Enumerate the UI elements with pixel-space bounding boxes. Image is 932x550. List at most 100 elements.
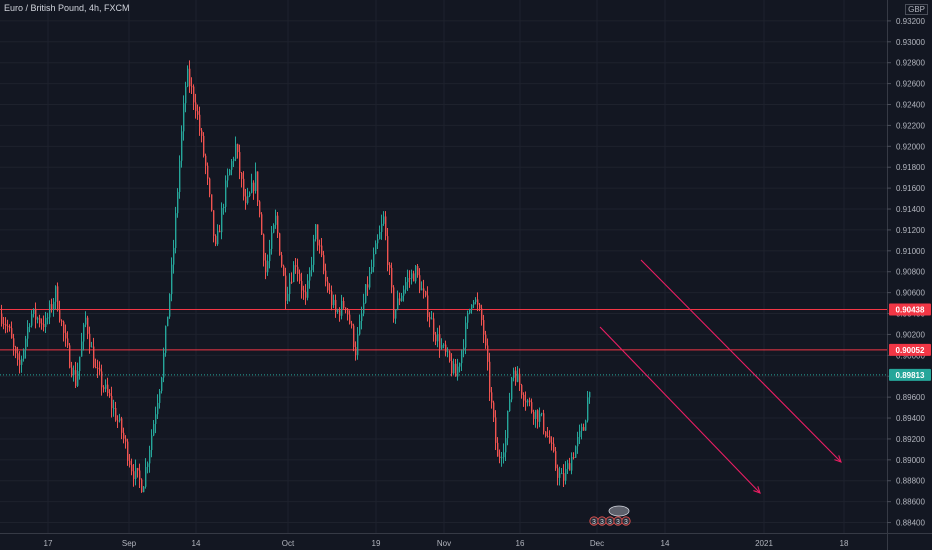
candle-body — [141, 479, 143, 493]
level-price-badge — [889, 303, 931, 316]
candle-body — [489, 361, 491, 393]
price-tick-label: 0.91600 — [896, 184, 925, 193]
candle-body — [425, 291, 427, 296]
candle-body — [233, 158, 235, 162]
candle-body — [99, 368, 101, 372]
candle-body — [169, 294, 171, 317]
candle-body — [149, 450, 151, 464]
price-tick-label: 0.91800 — [896, 163, 925, 172]
price-tick-label: 0.92000 — [896, 142, 925, 151]
candle-body — [143, 486, 145, 493]
event-marker-label: 3 — [592, 519, 596, 526]
candle-body — [305, 291, 307, 298]
candle-body — [45, 317, 47, 328]
arrow-head — [834, 455, 842, 463]
time-tick-label: 2021 — [755, 539, 773, 548]
candle-body — [441, 344, 443, 349]
candle-body — [175, 213, 177, 248]
candle-body — [537, 410, 539, 422]
candle-body — [257, 171, 259, 202]
candle-body — [181, 131, 183, 161]
candle-body — [43, 323, 45, 328]
candle-body — [521, 385, 523, 395]
horizontal-levels[interactable] — [0, 309, 887, 376]
candle-body — [119, 418, 121, 421]
candle-body — [83, 324, 85, 342]
candle-body — [221, 207, 223, 233]
candle-body — [49, 304, 51, 318]
candle-body — [199, 114, 201, 131]
candle-body — [303, 290, 305, 292]
candle-body — [501, 457, 503, 459]
candle-body — [113, 407, 115, 409]
candle-body — [191, 86, 193, 88]
candle-body — [5, 324, 7, 327]
candle-body — [241, 172, 243, 179]
candle-body — [61, 320, 63, 322]
currency-badge[interactable]: GBP — [905, 4, 928, 15]
candle-body — [163, 352, 165, 378]
candle-body — [159, 390, 161, 403]
candle-body — [469, 308, 471, 314]
candle-body — [495, 417, 497, 443]
candle-body — [413, 273, 415, 282]
candle-body — [123, 432, 125, 439]
candle-body — [437, 334, 439, 342]
candle-body — [97, 367, 99, 369]
candle-body — [211, 194, 213, 211]
candle-body — [317, 224, 319, 246]
candle-body — [297, 266, 299, 274]
candle-body — [161, 377, 163, 391]
candle-body — [545, 431, 547, 437]
event-marker-label: 3 — [624, 519, 628, 526]
candle-body — [165, 326, 167, 353]
candle-body — [361, 313, 363, 321]
candle-body — [179, 160, 181, 192]
candle-body — [39, 318, 41, 324]
time-tick-label: Dec — [590, 539, 604, 548]
candle-body — [127, 441, 129, 461]
candle-body — [187, 68, 189, 87]
candle-body — [503, 452, 505, 458]
trend-arrows[interactable] — [599, 259, 842, 494]
candle-body — [155, 414, 157, 424]
candle-body — [121, 418, 123, 433]
candle-body — [517, 373, 519, 382]
candle-body — [291, 281, 293, 283]
price-tick-label: 0.88400 — [896, 519, 925, 528]
price-axis[interactable]: 0.88400 0.88600 0.88800 0.89000 0.89200 0.894… — [887, 0, 932, 550]
candle-body — [561, 473, 563, 475]
candle-body — [213, 210, 215, 236]
candle-body — [345, 307, 347, 309]
candle-body — [435, 334, 437, 342]
candle-body — [363, 302, 365, 314]
candle-body — [423, 288, 425, 292]
candle-body — [253, 182, 255, 192]
candle-body — [403, 289, 405, 296]
time-axis[interactable]: 17 Sep 14 Oct 19 Nov 16 Dec 14 2021 18 — [0, 533, 932, 549]
candle-body — [15, 347, 17, 354]
candle-body — [431, 318, 433, 320]
candle-body — [479, 304, 481, 309]
time-tick-label: 14 — [192, 539, 201, 548]
candle-body — [509, 399, 511, 412]
candle-body — [513, 370, 515, 378]
candle-body — [319, 245, 321, 247]
candle-body — [461, 350, 463, 364]
candle-body — [421, 288, 423, 291]
candle-body — [523, 394, 525, 401]
candle-body — [323, 255, 325, 271]
candle-body — [515, 370, 517, 382]
candle-body — [433, 318, 435, 335]
level-price-badge — [889, 343, 931, 356]
candle-body — [341, 300, 343, 316]
candle-body — [25, 338, 27, 350]
candle-body — [53, 301, 55, 310]
candle-body — [325, 270, 327, 282]
price-tick-label: 0.92200 — [896, 121, 925, 130]
candle-body — [457, 366, 459, 377]
symbol-title[interactable]: Euro / British Pound, 4h, FXCM — [4, 3, 130, 13]
candle-body — [351, 323, 353, 326]
